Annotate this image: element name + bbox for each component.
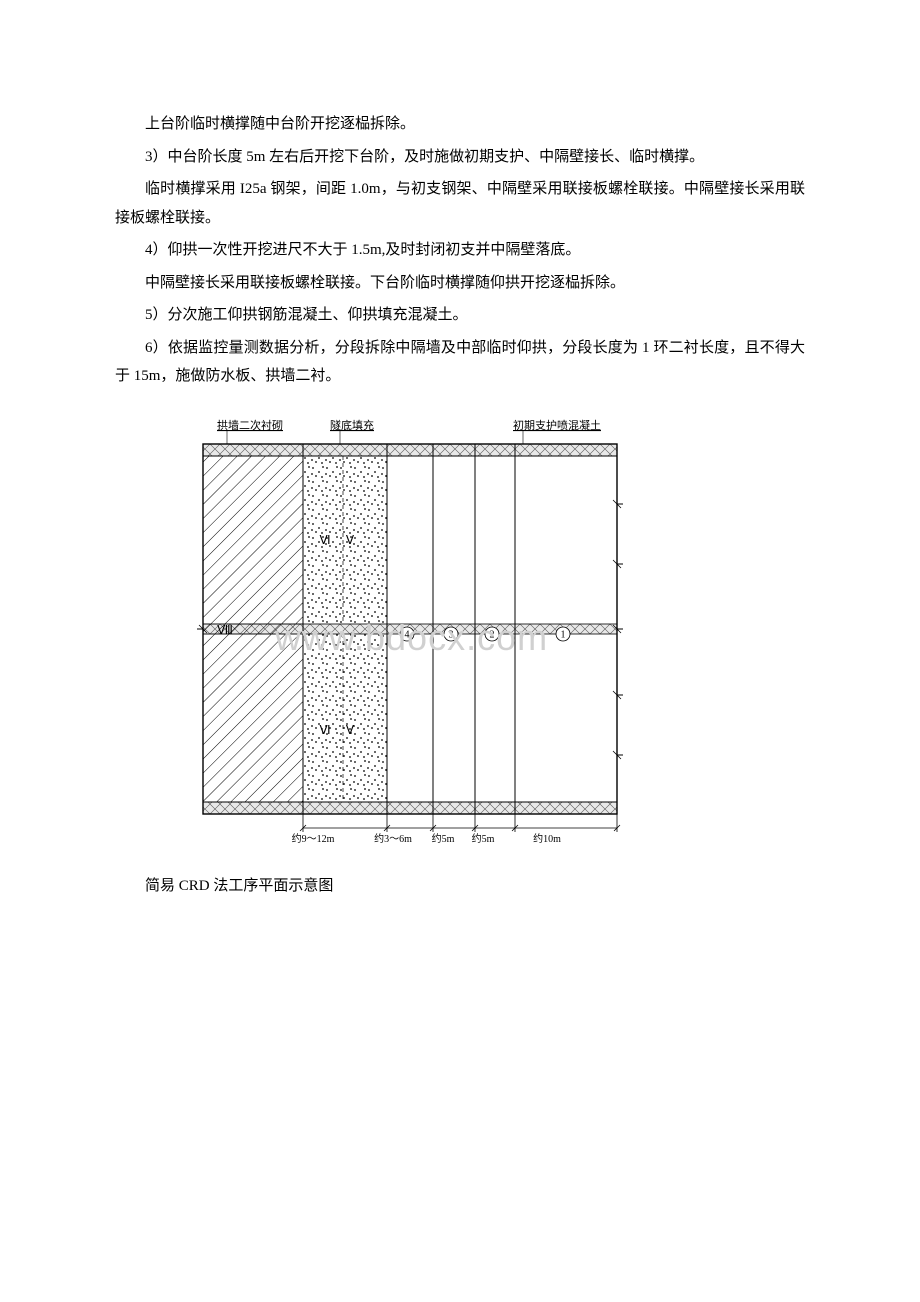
svg-text:初期支护喷混凝土: 初期支护喷混凝土 (513, 418, 601, 432)
diagram-caption: 简易 CRD 法工序平面示意图 (115, 872, 805, 901)
svg-text:拱墙二次衬砌: 拱墙二次衬砌 (217, 418, 283, 432)
svg-text:1: 1 (561, 629, 566, 640)
paragraph-7: 6）依据监控量测数据分析，分段拆除中隔墙及中部临时仰拱，分段长度为 1 环二衬长… (115, 334, 805, 391)
svg-text:2: 2 (490, 629, 495, 640)
crd-diagram-container: 拱墙二次衬砌 隧底填充 初期支护喷混凝土 Ⅵ Ⅴ Ⅷ 4 3 2 1 Ⅵ Ⅴ 约9～12m 约3～6m 约5… (185, 409, 805, 855)
svg-text:Ⅷ: Ⅷ (217, 623, 233, 637)
crd-plan-diagram: 拱墙二次衬砌 隧底填充 初期支护喷混凝土 Ⅵ Ⅴ Ⅷ 4 3 2 1 Ⅵ Ⅴ 约9～12m 约3～6m 约5… (185, 409, 625, 844)
paragraph-1: 上台阶临时横撑随中台阶开挖逐榀拆除。 (115, 110, 805, 139)
svg-text:隧底填充: 隧底填充 (330, 418, 374, 432)
svg-text:Ⅴ: Ⅴ (346, 533, 355, 547)
svg-text:约3～6m: 约3～6m (374, 832, 412, 844)
svg-text:Ⅴ: Ⅴ (346, 723, 355, 737)
svg-text:4: 4 (405, 629, 410, 640)
paragraph-4: 4）仰拱一次性开挖进尺不大于 1.5m,及时封闭初支并中隔壁落底。 (115, 236, 805, 265)
paragraph-2: 3）中台阶长度 5m 左右后开挖下台阶，及时施做初期支护、中隔壁接长、临时横撑。 (115, 143, 805, 172)
svg-text:约10m: 约10m (533, 832, 561, 844)
svg-text:Ⅵ: Ⅵ (319, 533, 330, 547)
paragraph-3: 临时横撑采用 I25a 钢架，间距 1.0m，与初支钢架、中隔壁采用联接板螺栓联… (115, 175, 805, 232)
svg-text:3: 3 (449, 629, 454, 640)
paragraph-5: 中隔壁接长采用联接板螺栓联接。下台阶临时横撑随仰拱开挖逐榀拆除。 (115, 269, 805, 298)
paragraph-6: 5）分次施工仰拱钢筋混凝土、仰拱填充混凝土。 (115, 301, 805, 330)
svg-text:约9～12m: 约9～12m (292, 832, 335, 844)
svg-text:约5m: 约5m (472, 832, 495, 844)
svg-text:Ⅵ: Ⅵ (319, 723, 330, 737)
svg-text:约5m: 约5m (432, 832, 455, 844)
